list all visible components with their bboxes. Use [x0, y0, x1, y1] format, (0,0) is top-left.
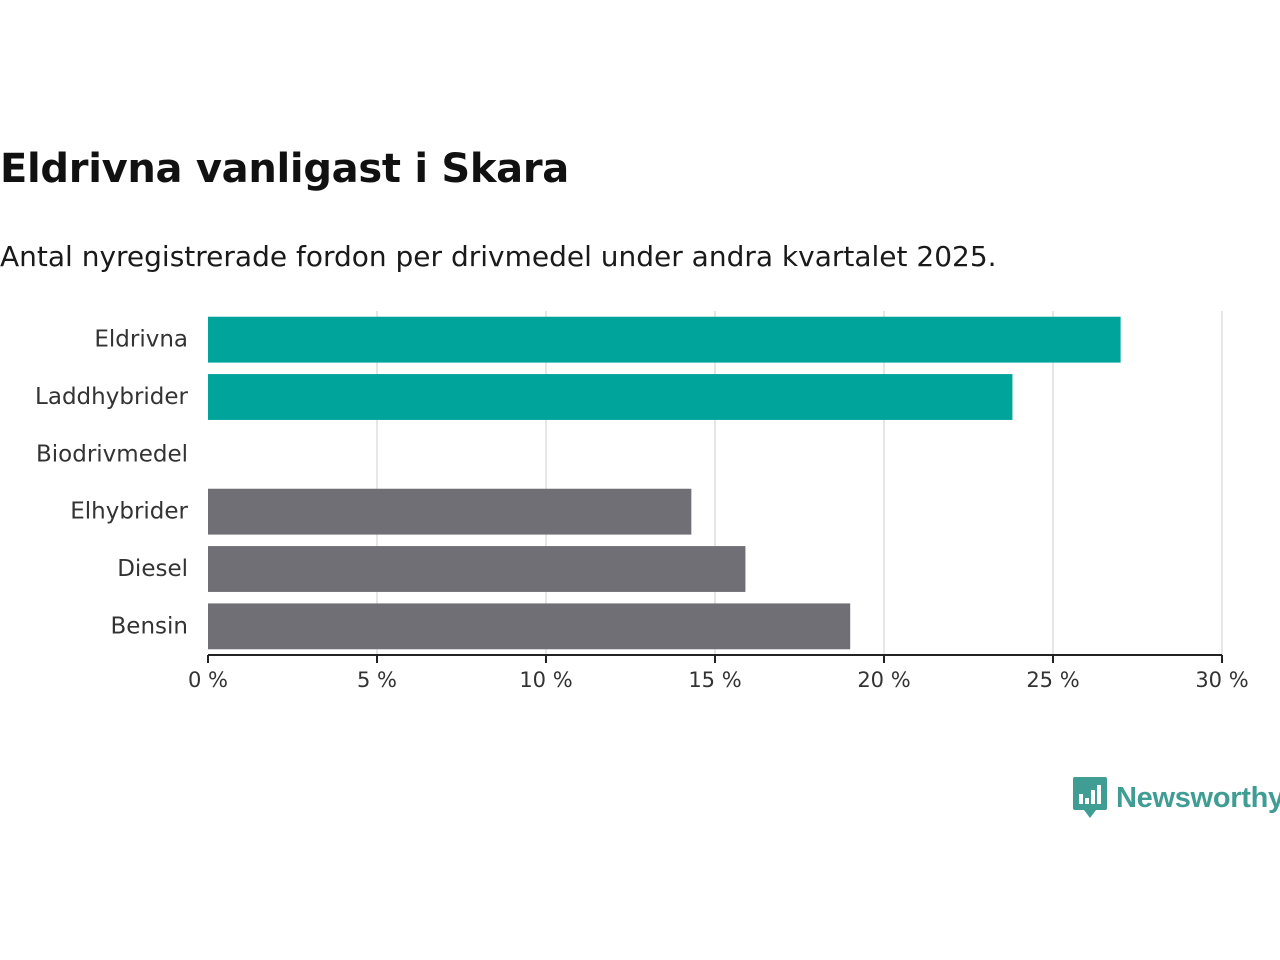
x-tick-label: 5 % — [357, 668, 397, 692]
brand-name: Newsworthy — [1116, 782, 1280, 814]
x-tick-label: 30 % — [1195, 668, 1248, 692]
x-tick-label: 15 % — [688, 668, 741, 692]
bar-eldrivna — [208, 316, 1121, 363]
bar-diesel — [208, 546, 746, 592]
category-label: Biodrivmedel — [36, 441, 188, 467]
newsworthy-logo-icon — [1073, 777, 1107, 818]
x-tick-label: 0 % — [188, 668, 228, 692]
x-tick-label: 10 % — [519, 668, 572, 692]
x-tick-label: 20 % — [857, 668, 910, 692]
x-axis: 0 % 5 % 10 % 15 % 20 % 25 % 30 % — [188, 654, 1249, 692]
category-label: Laddhybrider — [35, 384, 188, 410]
bars — [208, 316, 1121, 650]
x-tick-label: 25 % — [1026, 668, 1079, 692]
chart-subtitle: Antal nyregistrerade fordon per drivmede… — [0, 240, 997, 273]
bar-laddhybrider — [208, 374, 1013, 420]
bar-elhybrider — [208, 488, 692, 535]
grid-lines — [376, 311, 1223, 655]
category-label: Diesel — [117, 556, 188, 582]
category-label: Bensin — [111, 613, 188, 639]
category-label: Elhybrider — [70, 499, 188, 525]
bar-bensin — [208, 603, 851, 650]
category-label: Eldrivna — [94, 327, 188, 353]
brand-logo: Newsworthy — [1072, 776, 1280, 820]
category-labels: Eldrivna Laddhybrider Biodrivmedel Elhybrid… — [35, 327, 188, 640]
chart-title: Eldrivna vanligast i Skara — [0, 146, 569, 192]
